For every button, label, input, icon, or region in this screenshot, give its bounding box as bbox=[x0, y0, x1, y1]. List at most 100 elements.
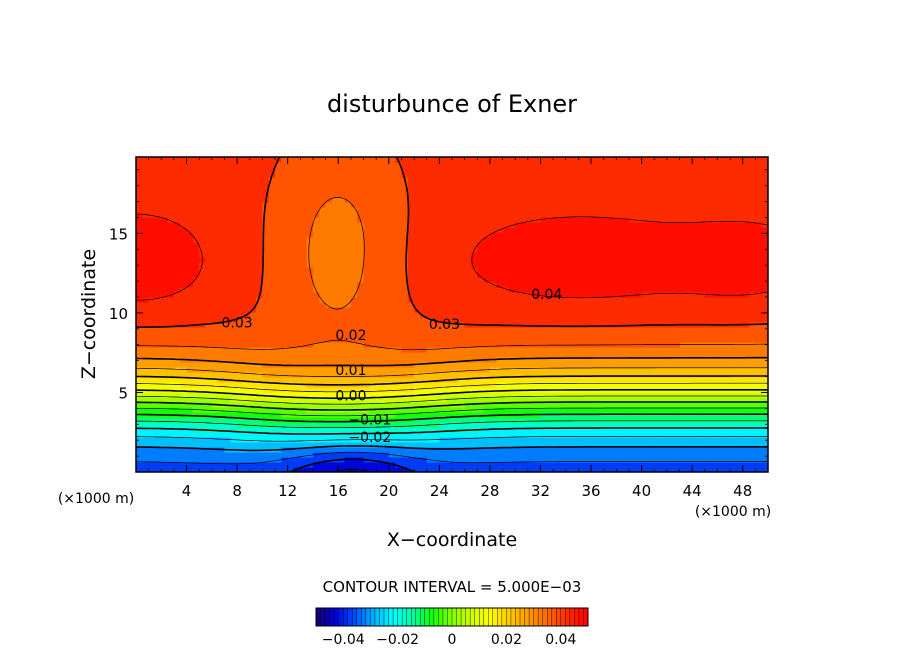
colorbar-segment bbox=[479, 607, 485, 627]
y-axis-label: Z−coordinate bbox=[78, 249, 100, 379]
colorbar-segment bbox=[578, 607, 584, 627]
colorbar-segment bbox=[352, 607, 358, 627]
colorbar-segment bbox=[497, 607, 503, 627]
x-tick-label: 16 bbox=[329, 482, 348, 500]
colorbar-segment bbox=[456, 607, 462, 627]
x-tick-label: 12 bbox=[278, 482, 297, 500]
colorbar-segment bbox=[379, 607, 385, 627]
contour-line bbox=[136, 356, 768, 367]
colorbar-segment bbox=[547, 607, 553, 627]
colorbar bbox=[315, 607, 589, 627]
contour-interval-text: CONTOUR INTERVAL = 5.000E−03 bbox=[323, 578, 582, 596]
colorbar-segment bbox=[483, 607, 489, 627]
colorbar-tick-label: 0.04 bbox=[545, 632, 576, 648]
x-tick-label: 4 bbox=[182, 482, 192, 500]
colorbar-segment bbox=[324, 607, 331, 627]
colorbar-segment bbox=[433, 607, 439, 627]
colorbar-segment bbox=[365, 607, 371, 627]
colorbar-segment bbox=[447, 607, 453, 627]
contour-lines bbox=[136, 157, 768, 472]
colorbar-segment bbox=[533, 607, 539, 627]
colorbar-segment bbox=[565, 607, 571, 627]
colorbar-segment bbox=[347, 607, 353, 627]
contour-line bbox=[136, 395, 768, 405]
colorbar-segment bbox=[510, 607, 516, 627]
colorbar-segment bbox=[515, 607, 521, 627]
x-tick-label: 8 bbox=[232, 482, 242, 500]
colorbar-segment bbox=[383, 607, 390, 627]
colorbar-segment bbox=[329, 607, 335, 627]
colorbar-segment bbox=[420, 607, 426, 627]
colorbar-segment bbox=[315, 607, 322, 627]
colorbar-segment bbox=[474, 607, 480, 627]
colorbar-segment bbox=[488, 607, 494, 627]
colorbar-segment bbox=[528, 607, 535, 627]
colorbar-tick-label: 0.02 bbox=[491, 632, 522, 648]
contour-line bbox=[136, 445, 768, 452]
y-axis-ticks: 5 10 15 bbox=[109, 169, 768, 457]
colorbar-segment bbox=[374, 607, 380, 627]
colorbar-segment bbox=[406, 607, 412, 627]
colorbar-segment bbox=[556, 607, 562, 627]
colorbar-segment bbox=[542, 607, 548, 627]
colorbar-tick-label: −0.02 bbox=[376, 632, 419, 648]
x-axis-label: X−coordinate bbox=[387, 529, 517, 551]
contour-line bbox=[136, 389, 768, 399]
contour-line bbox=[136, 197, 768, 351]
contour-label: 0.04 bbox=[531, 287, 562, 303]
x-tick-label: 24 bbox=[430, 482, 449, 500]
colorbar-segment bbox=[501, 607, 507, 627]
colorbar-segment bbox=[333, 607, 340, 627]
contour-line bbox=[136, 413, 768, 423]
contour-label: −0.01 bbox=[348, 413, 391, 429]
colorbar-frame bbox=[315, 607, 589, 627]
colorbar-segment bbox=[388, 607, 394, 627]
contour-line bbox=[136, 157, 768, 328]
colorbar-segment bbox=[524, 607, 530, 627]
contour-label: 0.00 bbox=[335, 389, 366, 405]
colorbar-segment bbox=[442, 607, 448, 627]
contour-line bbox=[136, 367, 768, 377]
colorbar-segment bbox=[537, 607, 544, 627]
colorbar-segment bbox=[469, 607, 476, 627]
colorbar-segment bbox=[320, 607, 326, 627]
contour-label: 0.03 bbox=[222, 316, 253, 332]
colorbar-segment bbox=[392, 607, 399, 627]
colorbar-segment bbox=[415, 607, 421, 627]
chart-title: disturbunce of Exner bbox=[327, 90, 577, 118]
colorbar-segment bbox=[338, 607, 344, 627]
x-tick-label: 48 bbox=[733, 482, 752, 500]
colorbar-segment bbox=[397, 607, 403, 627]
x-axis-ticks: 4 8 12 16 20 24 28 32 36 40 44 48 bbox=[148, 157, 756, 500]
colorbar-segment bbox=[460, 607, 467, 627]
x-unit-right: (×1000 m) bbox=[695, 504, 771, 520]
contour-label: −0.02 bbox=[348, 430, 391, 446]
y-tick-label: 10 bbox=[109, 305, 128, 323]
x-tick-label: 44 bbox=[683, 482, 702, 500]
colorbar-segment bbox=[343, 607, 349, 627]
colorbar-segment bbox=[492, 607, 498, 627]
x-tick-label: 28 bbox=[480, 482, 499, 500]
x-tick-label: 36 bbox=[581, 482, 600, 500]
colorbar-segment bbox=[411, 607, 417, 627]
contour-line bbox=[136, 401, 768, 411]
colorbar-tick-labels: −0.04 −0.02 0 0.02 0.04 bbox=[322, 632, 577, 648]
colorbar-segment bbox=[451, 607, 458, 627]
colorbar-segment bbox=[361, 607, 367, 627]
x-tick-label: 32 bbox=[531, 482, 550, 500]
colorbar-segment bbox=[506, 607, 512, 627]
contour-line bbox=[136, 427, 768, 435]
y-tick-label: 5 bbox=[118, 384, 128, 402]
contour-label: 0.01 bbox=[335, 363, 366, 379]
colorbar-segment bbox=[370, 607, 376, 627]
contour-line bbox=[136, 436, 768, 442]
colorbar-tick-label: −0.04 bbox=[322, 632, 365, 648]
contour-line bbox=[136, 451, 768, 465]
y-tick-label: 15 bbox=[109, 225, 128, 243]
x-tick-label: 20 bbox=[379, 482, 398, 500]
colorbar-segment bbox=[519, 607, 526, 627]
colorbar-segment bbox=[574, 607, 580, 627]
colorbar-segment bbox=[356, 607, 362, 627]
